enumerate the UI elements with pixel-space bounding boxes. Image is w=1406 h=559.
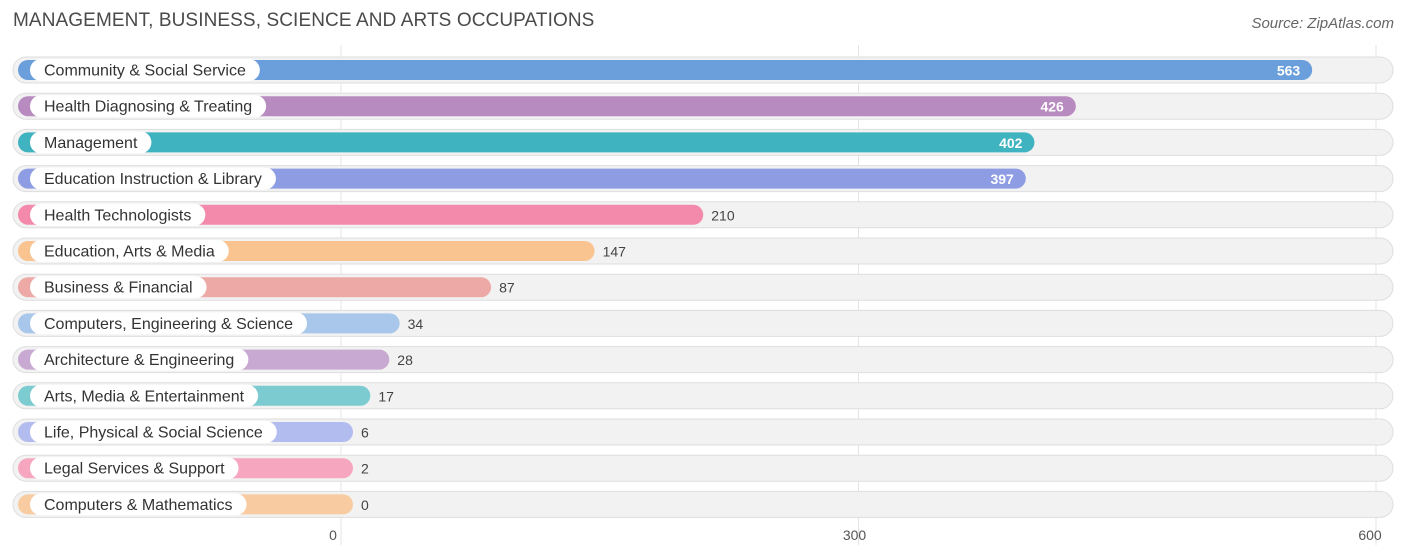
category-pill — [30, 384, 259, 407]
category-pill — [30, 95, 267, 118]
bar-row: Health Diagnosing & Treating 426 — [12, 92, 1394, 120]
chart-title: MANAGEMENT, BUSINESS, SCIENCE AND ARTS O… — [13, 10, 595, 31]
x-tick-label: 600 — [1358, 527, 1382, 543]
bar-row: Architecture & Engineering 28 — [12, 346, 1394, 374]
x-axis-ticks: 0 300 600 — [329, 527, 1382, 543]
bar — [18, 60, 1313, 80]
category-pill — [30, 167, 276, 190]
value-label: 17 — [378, 388, 394, 404]
bar-row: Management 402 — [12, 128, 1394, 156]
bar-row: Health Technologists 210 — [12, 201, 1394, 229]
bar-row: Life, Physical & Social Science 6 — [12, 418, 1394, 446]
value-label: 147 — [603, 244, 627, 260]
value-label: 34 — [408, 316, 424, 332]
category-pill — [30, 276, 207, 299]
bar-rows: Community & Social Service 563 Health Diag… — [12, 56, 1394, 518]
category-label: Life, Physical & Social Science — [44, 425, 263, 442]
value-label: 402 — [999, 135, 1023, 151]
category-pill — [30, 348, 249, 371]
bar-row: Education, Arts & Media 147 — [12, 237, 1394, 265]
value-label: 0 — [361, 497, 369, 513]
row-track — [12, 454, 1394, 482]
value-label: 210 — [711, 207, 735, 223]
bar-row: Education Instruction & Library 397 — [12, 165, 1394, 193]
x-tick-label: 0 — [329, 527, 337, 543]
category-pill — [30, 240, 229, 262]
category-label: Education Instruction & Library — [44, 171, 262, 188]
category-pill — [30, 312, 308, 335]
category-label: Legal Services & Support — [44, 461, 225, 478]
value-label: 28 — [397, 352, 413, 368]
category-label: Arts, Media & Entertainment — [44, 388, 245, 405]
value-label: 6 — [361, 425, 369, 441]
category-pill — [30, 203, 206, 226]
source-label: Source: ZipAtlas.com — [1251, 15, 1394, 32]
bar-row: Arts, Media & Entertainment 17 — [12, 382, 1394, 410]
value-label: 426 — [1040, 99, 1064, 115]
bar-row: Legal Services & Support 2 — [12, 454, 1394, 482]
x-tick-label: 300 — [843, 527, 867, 543]
bar — [18, 132, 1035, 153]
category-label: Architecture & Engineering — [44, 352, 234, 369]
row-track — [12, 418, 1394, 446]
category-pill — [30, 421, 277, 443]
bar — [18, 96, 1076, 117]
bar-row: Community & Social Service 563 — [12, 56, 1394, 84]
value-label: 397 — [990, 171, 1014, 187]
row-track — [12, 490, 1394, 518]
category-pill — [30, 131, 152, 154]
value-label: 87 — [499, 280, 515, 296]
category-pill — [30, 493, 247, 516]
category-label: Education, Arts & Media — [44, 244, 215, 261]
value-label: 2 — [361, 461, 369, 477]
category-label: Community & Social Service — [44, 63, 246, 80]
category-label: Health Diagnosing & Treating — [44, 99, 252, 116]
bar-row: Business & Financial 87 — [12, 273, 1394, 301]
bar-row: Computers, Engineering & Science 34 — [12, 309, 1394, 337]
value-label: 563 — [1277, 63, 1301, 79]
bar-row: Computers & Mathematics 0 — [12, 490, 1394, 518]
category-label: Computers, Engineering & Science — [44, 316, 293, 333]
category-label: Business & Financial — [44, 280, 193, 297]
category-label: Health Technologists — [44, 207, 191, 224]
category-pill — [30, 457, 239, 480]
category-pill — [30, 59, 260, 81]
category-label: Computers & Mathematics — [44, 497, 233, 514]
category-label: Management — [44, 135, 138, 152]
